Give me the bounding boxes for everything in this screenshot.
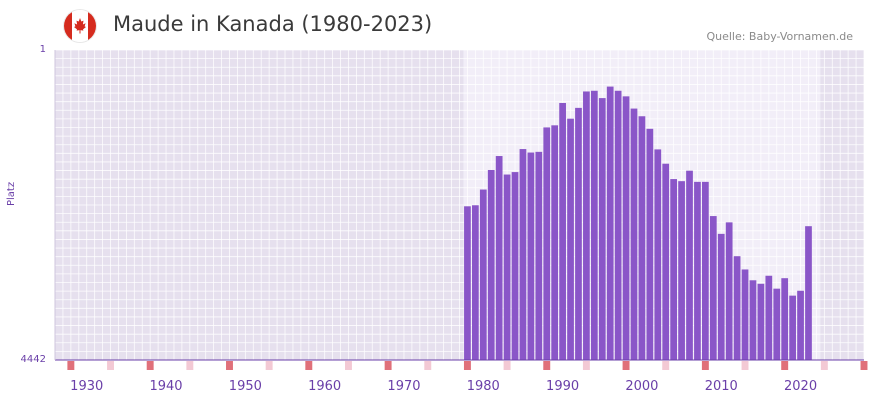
bar-1983 [503, 174, 511, 360]
year-marker-1978 [463, 361, 471, 370]
year-marker-1963 [344, 361, 352, 370]
bar-2002 [654, 149, 662, 360]
bar-1990 [559, 102, 566, 360]
bar-1980 [479, 189, 487, 360]
bar-2017 [773, 288, 781, 360]
bar-2001 [646, 128, 654, 360]
y-tick-bottom: 4442 [20, 354, 46, 365]
bar-1978 [464, 206, 471, 360]
bar-1985 [519, 149, 527, 360]
bar-1997 [614, 90, 622, 360]
x-tick-1940: 1940 [149, 379, 182, 394]
bar-1984 [511, 172, 519, 360]
year-marker-1998 [622, 361, 630, 370]
bar-2011 [725, 222, 733, 360]
chart-title: Maude in Kanada (1980-2023) [113, 12, 433, 36]
year-marker-1943 [186, 361, 194, 370]
canada-flag-icon [64, 10, 96, 42]
bar-1998 [622, 96, 630, 361]
year-marker-1968 [384, 361, 392, 370]
year-marker-2008 [701, 361, 709, 370]
bar-2003 [662, 163, 670, 360]
year-marker-1928 [67, 361, 75, 370]
bar-1995 [598, 98, 606, 360]
bar-2009 [709, 216, 717, 360]
bar-2012 [733, 256, 741, 360]
x-tick-1990: 1990 [546, 379, 579, 394]
year-marker-1983 [503, 361, 511, 370]
source-credit: Quelle: Baby-Vornamen.de [706, 30, 853, 43]
bar-2021 [805, 226, 812, 360]
bar-2019 [789, 295, 796, 360]
bar-2000 [638, 116, 646, 361]
year-marker-1953 [265, 361, 273, 370]
bar-2007 [694, 181, 701, 360]
bar-1994 [590, 90, 598, 360]
bar-2006 [686, 170, 693, 360]
x-tick-1960: 1960 [308, 379, 341, 394]
bar-2010 [717, 233, 725, 360]
bar-1981 [487, 169, 495, 360]
x-tick-1980: 1980 [467, 379, 500, 394]
y-tick-top: 1 [39, 44, 46, 55]
year-marker-1973 [424, 361, 432, 370]
year-marker-1933 [107, 361, 114, 370]
bar-2004 [670, 179, 678, 360]
bar-2016 [765, 275, 773, 360]
bar-1992 [575, 107, 582, 360]
year-marker-1993 [582, 361, 590, 370]
bar-1979 [471, 205, 479, 360]
year-marker-1988 [543, 361, 551, 370]
bar-1991 [567, 118, 574, 361]
year-marker-2023 [820, 361, 828, 370]
bar-1988 [543, 127, 551, 360]
x-tick-1930: 1930 [70, 379, 103, 394]
bar-1989 [551, 125, 559, 360]
x-tick-2000: 2000 [625, 379, 658, 394]
year-marker-2013 [741, 361, 749, 370]
x-tick-1970: 1970 [387, 379, 420, 394]
bar-2015 [757, 283, 765, 360]
bar-1996 [606, 86, 614, 361]
year-marker-2028 [860, 361, 868, 370]
year-marker-1948 [226, 361, 233, 370]
year-marker-2018 [781, 361, 789, 370]
bar-2013 [741, 269, 749, 360]
bar-2020 [797, 290, 804, 360]
x-tick-1950: 1950 [229, 379, 262, 394]
bar-1982 [495, 156, 503, 360]
bar-1999 [630, 108, 638, 360]
bar-1993 [583, 91, 590, 361]
bar-2005 [678, 181, 685, 360]
x-tick-2020: 2020 [784, 379, 817, 394]
bar-1987 [535, 151, 543, 360]
year-marker-2003 [662, 361, 670, 370]
bar-2018 [781, 278, 789, 360]
year-marker-1938 [146, 361, 154, 370]
x-tick-2010: 2010 [705, 379, 738, 394]
year-marker-1958 [305, 361, 313, 370]
bar-2008 [702, 181, 709, 360]
bar-2014 [749, 280, 757, 360]
bar-1986 [527, 152, 535, 360]
